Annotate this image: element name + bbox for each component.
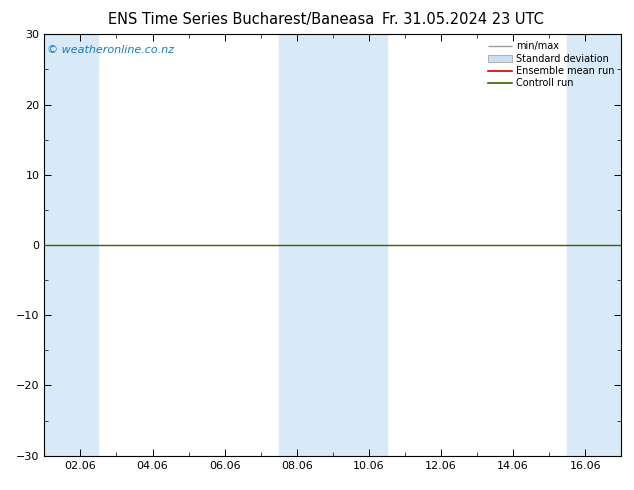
- Text: ENS Time Series Bucharest/Baneasa: ENS Time Series Bucharest/Baneasa: [108, 12, 374, 27]
- Legend: min/max, Standard deviation, Ensemble mean run, Controll run: min/max, Standard deviation, Ensemble me…: [486, 39, 616, 90]
- Text: Fr. 31.05.2024 23 UTC: Fr. 31.05.2024 23 UTC: [382, 12, 544, 27]
- Text: © weatheronline.co.nz: © weatheronline.co.nz: [48, 45, 174, 55]
- Bar: [279, 34, 387, 456]
- Bar: [44, 34, 98, 456]
- Bar: [567, 34, 621, 456]
